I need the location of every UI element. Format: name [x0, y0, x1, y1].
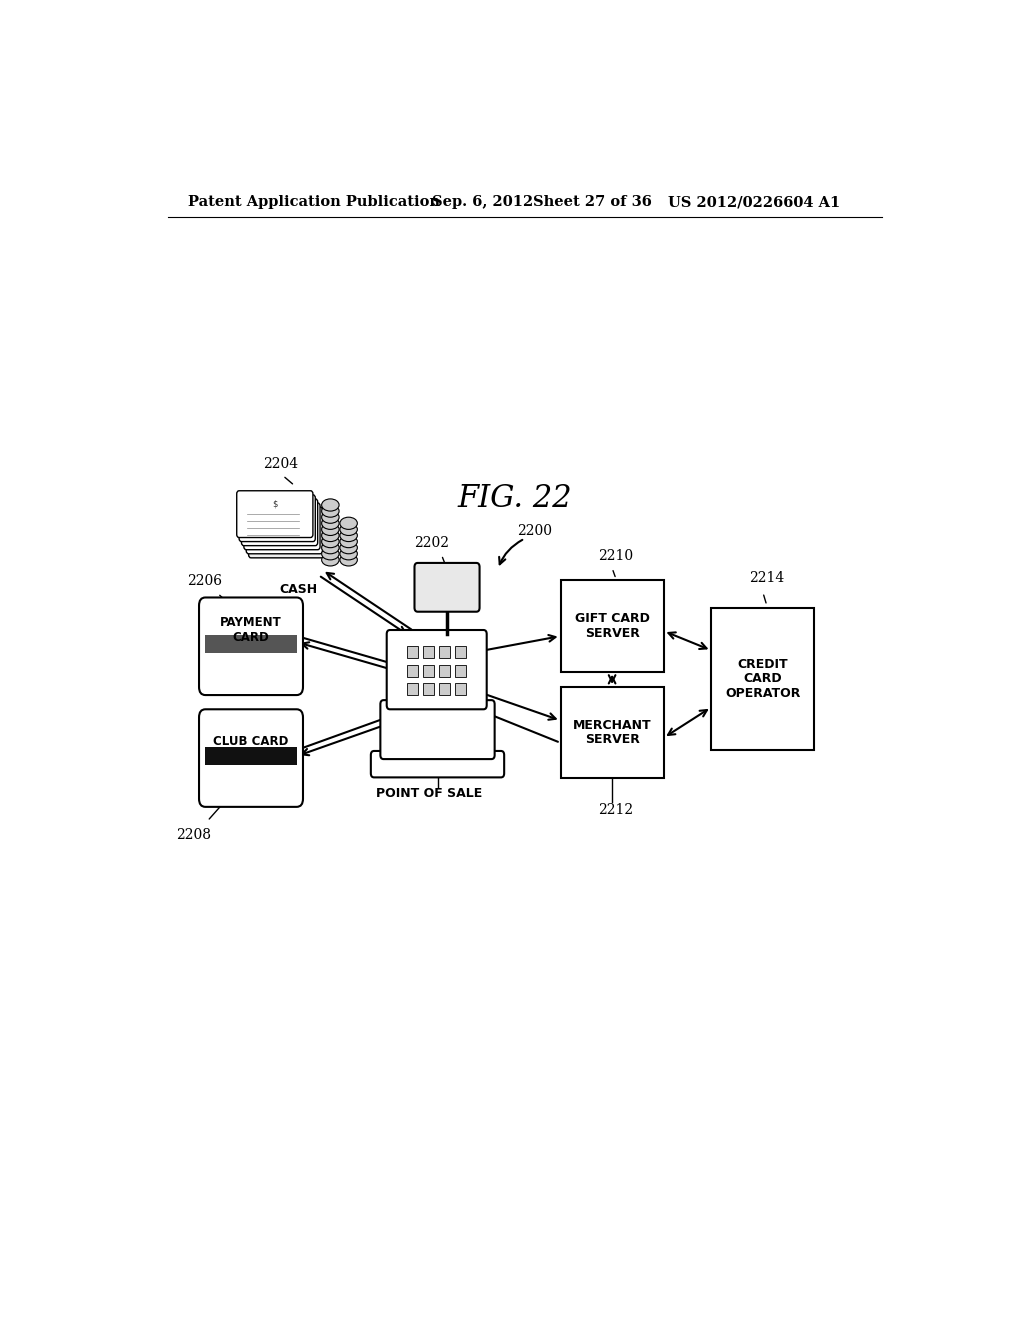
Text: POINT OF SALE: POINT OF SALE — [377, 787, 482, 800]
Bar — [206, 747, 297, 764]
Text: SERVER: SERVER — [585, 627, 640, 640]
Text: 2208: 2208 — [176, 829, 211, 842]
Text: Patent Application Publication: Patent Application Publication — [187, 195, 439, 209]
Ellipse shape — [322, 541, 339, 554]
Ellipse shape — [340, 529, 357, 541]
Ellipse shape — [340, 517, 357, 529]
Bar — [423, 682, 434, 696]
Ellipse shape — [322, 506, 339, 517]
FancyBboxPatch shape — [244, 503, 321, 549]
Bar — [423, 647, 434, 659]
Text: PAYMENT: PAYMENT — [220, 616, 282, 628]
Text: 2202: 2202 — [414, 536, 449, 549]
Bar — [439, 682, 451, 696]
Bar — [455, 664, 466, 677]
Text: 2214: 2214 — [749, 572, 783, 585]
Bar — [560, 686, 664, 779]
Text: US 2012/0226604 A1: US 2012/0226604 A1 — [668, 195, 840, 209]
Text: 2210: 2210 — [598, 549, 633, 562]
FancyBboxPatch shape — [199, 598, 303, 696]
FancyBboxPatch shape — [380, 700, 495, 759]
FancyBboxPatch shape — [371, 751, 504, 777]
Ellipse shape — [340, 541, 357, 554]
Ellipse shape — [340, 536, 357, 548]
Bar — [439, 647, 451, 659]
Ellipse shape — [322, 548, 339, 560]
FancyBboxPatch shape — [239, 495, 315, 541]
FancyBboxPatch shape — [242, 499, 317, 545]
Ellipse shape — [322, 511, 339, 523]
FancyBboxPatch shape — [387, 630, 486, 709]
Text: $: $ — [272, 499, 278, 508]
Text: CREDIT: CREDIT — [737, 659, 788, 671]
Bar — [439, 664, 451, 677]
Text: CARD: CARD — [743, 672, 782, 685]
Bar — [455, 647, 466, 659]
Text: CARD: CARD — [232, 631, 269, 644]
Bar — [206, 635, 297, 653]
Bar — [408, 647, 419, 659]
FancyBboxPatch shape — [199, 709, 303, 807]
Text: OPERATOR: OPERATOR — [725, 686, 801, 700]
FancyBboxPatch shape — [246, 507, 323, 554]
Ellipse shape — [322, 536, 339, 548]
Ellipse shape — [322, 529, 339, 541]
Bar — [560, 581, 664, 672]
Ellipse shape — [322, 523, 339, 536]
Text: 2204: 2204 — [263, 458, 298, 471]
FancyBboxPatch shape — [249, 511, 325, 558]
Bar — [712, 607, 814, 750]
Text: FIG. 22: FIG. 22 — [458, 483, 572, 515]
FancyBboxPatch shape — [415, 562, 479, 611]
Ellipse shape — [340, 523, 357, 536]
Ellipse shape — [340, 548, 357, 560]
Text: GIFT CARD: GIFT CARD — [574, 612, 649, 626]
Bar — [455, 682, 466, 696]
Ellipse shape — [340, 554, 357, 566]
Text: 2206: 2206 — [187, 574, 222, 589]
FancyBboxPatch shape — [237, 491, 313, 537]
Text: CLUB CARD: CLUB CARD — [213, 735, 289, 748]
Bar — [408, 664, 419, 677]
Text: SERVER: SERVER — [585, 734, 640, 746]
Text: 2200: 2200 — [517, 524, 552, 539]
Bar — [423, 664, 434, 677]
Bar — [408, 682, 419, 696]
Ellipse shape — [322, 554, 339, 566]
Text: CASH: CASH — [280, 583, 317, 597]
Text: Sep. 6, 2012: Sep. 6, 2012 — [432, 195, 534, 209]
Ellipse shape — [322, 517, 339, 529]
Text: 2212: 2212 — [598, 803, 633, 817]
Ellipse shape — [322, 499, 339, 511]
Text: MERCHANT: MERCHANT — [572, 719, 651, 733]
Text: Sheet 27 of 36: Sheet 27 of 36 — [532, 195, 651, 209]
